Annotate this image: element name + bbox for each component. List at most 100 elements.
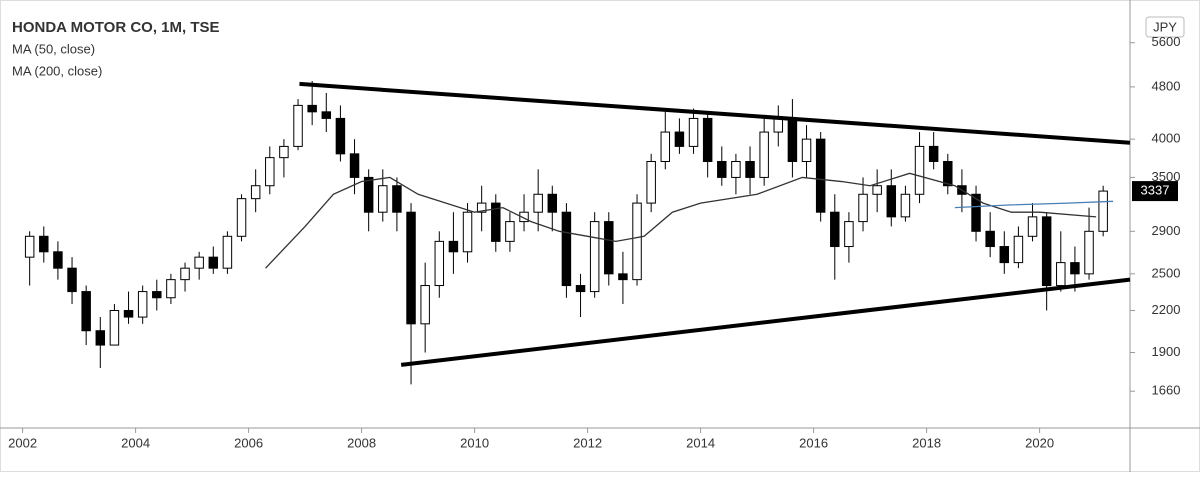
candle-body xyxy=(632,202,642,281)
candle-body xyxy=(604,221,614,275)
candle-body xyxy=(293,104,303,147)
candle-body xyxy=(773,117,784,133)
candle-body xyxy=(943,160,953,187)
candle-body xyxy=(250,185,261,200)
candle-body xyxy=(787,117,798,162)
chart-title: HONDA MOTOR CO, 1M, TSE xyxy=(12,19,220,36)
candle-body xyxy=(688,117,699,147)
candle-body xyxy=(1056,262,1066,287)
candle-body xyxy=(420,285,430,325)
legend-entry: MA (50, close) xyxy=(12,41,95,56)
candle-body xyxy=(999,246,1010,264)
candle-body xyxy=(363,176,374,213)
candle-body xyxy=(759,131,769,178)
x-tick-label: 2010 xyxy=(460,435,489,450)
candle-body xyxy=(900,193,911,218)
candle-body xyxy=(265,157,275,187)
candle-body xyxy=(928,145,939,162)
candle-body xyxy=(886,185,897,218)
candle-body xyxy=(815,138,826,213)
x-tick-label: 2008 xyxy=(347,435,376,450)
candle-body xyxy=(53,251,63,269)
candle-body xyxy=(39,235,49,253)
candle-body xyxy=(505,221,515,242)
x-tick-label: 2014 xyxy=(686,435,715,450)
x-tick-label: 2012 xyxy=(573,435,602,450)
candle-body xyxy=(618,273,628,281)
candle-body xyxy=(1041,216,1052,287)
candle-body xyxy=(519,211,529,223)
y-tick-label: 2500 xyxy=(1152,265,1181,280)
candle-body xyxy=(801,138,812,162)
candle-body xyxy=(321,111,332,119)
y-tick-label: 1900 xyxy=(1152,344,1181,359)
moving-average xyxy=(265,172,1097,269)
x-tick-label: 2020 xyxy=(1025,435,1054,450)
candle-body xyxy=(533,193,543,213)
y-tick-label: 2200 xyxy=(1152,302,1181,317)
last-price-label: 3337 xyxy=(1141,183,1170,198)
candle-body xyxy=(491,202,501,242)
moving-average xyxy=(954,200,1114,209)
candle-body xyxy=(830,211,840,248)
candle-body xyxy=(731,160,741,178)
currency-box xyxy=(1145,16,1185,38)
x-tick-label: 2002 xyxy=(8,435,37,450)
x-tick-label: 2018 xyxy=(912,435,941,450)
candle-body xyxy=(1027,216,1038,237)
y-tick-label: 5600 xyxy=(1152,34,1181,49)
y-tick-label: 4800 xyxy=(1152,78,1181,93)
candle-body xyxy=(24,235,35,258)
x-tick-label: 2006 xyxy=(234,435,263,450)
candle-body xyxy=(307,104,317,113)
candle-body xyxy=(717,160,727,178)
candle-body xyxy=(194,256,204,269)
candle-body xyxy=(702,117,713,162)
candle-body xyxy=(406,211,416,325)
candle-body xyxy=(109,309,120,346)
y-tick-label: 1660 xyxy=(1152,383,1181,398)
candle-body xyxy=(349,153,360,178)
candle-body xyxy=(547,193,558,213)
trendline xyxy=(299,81,1131,145)
candle-body xyxy=(222,235,233,269)
candle-body xyxy=(95,330,106,346)
candle-body xyxy=(448,240,459,253)
legend-entry: MA (200, close) xyxy=(12,63,102,78)
candle-body xyxy=(236,198,247,237)
x-tick-label: 2016 xyxy=(799,435,828,450)
y-tick-label: 3500 xyxy=(1152,169,1181,184)
candle-body xyxy=(1070,262,1080,275)
y-tick-label: 2900 xyxy=(1152,223,1181,238)
candle-body xyxy=(123,309,134,318)
candle-body xyxy=(660,131,671,162)
trendline xyxy=(400,277,1131,367)
candle-body xyxy=(646,160,656,204)
candle-body xyxy=(67,267,77,293)
candle-body xyxy=(152,291,162,299)
candle-body xyxy=(335,117,346,155)
candle-body xyxy=(971,193,981,232)
currency: JPY xyxy=(1153,19,1177,34)
candle-body xyxy=(561,211,572,287)
candle-body xyxy=(745,160,755,178)
candle-body xyxy=(208,256,219,269)
candle-body xyxy=(81,291,91,332)
candle-body xyxy=(589,221,600,293)
candle-body xyxy=(180,267,190,281)
candle-body xyxy=(137,291,148,318)
y-tick-label: 4000 xyxy=(1152,131,1181,146)
last-price-box xyxy=(1132,181,1178,202)
candle-body xyxy=(872,185,882,195)
candle-body xyxy=(1098,190,1108,232)
candle-body xyxy=(378,185,388,213)
candle-body xyxy=(1013,235,1024,264)
candle-body xyxy=(844,221,854,248)
candle-body xyxy=(985,230,995,248)
candle-body xyxy=(279,145,289,159)
candle-body xyxy=(476,202,487,213)
candle-body xyxy=(462,211,473,253)
candle-body xyxy=(914,145,925,195)
